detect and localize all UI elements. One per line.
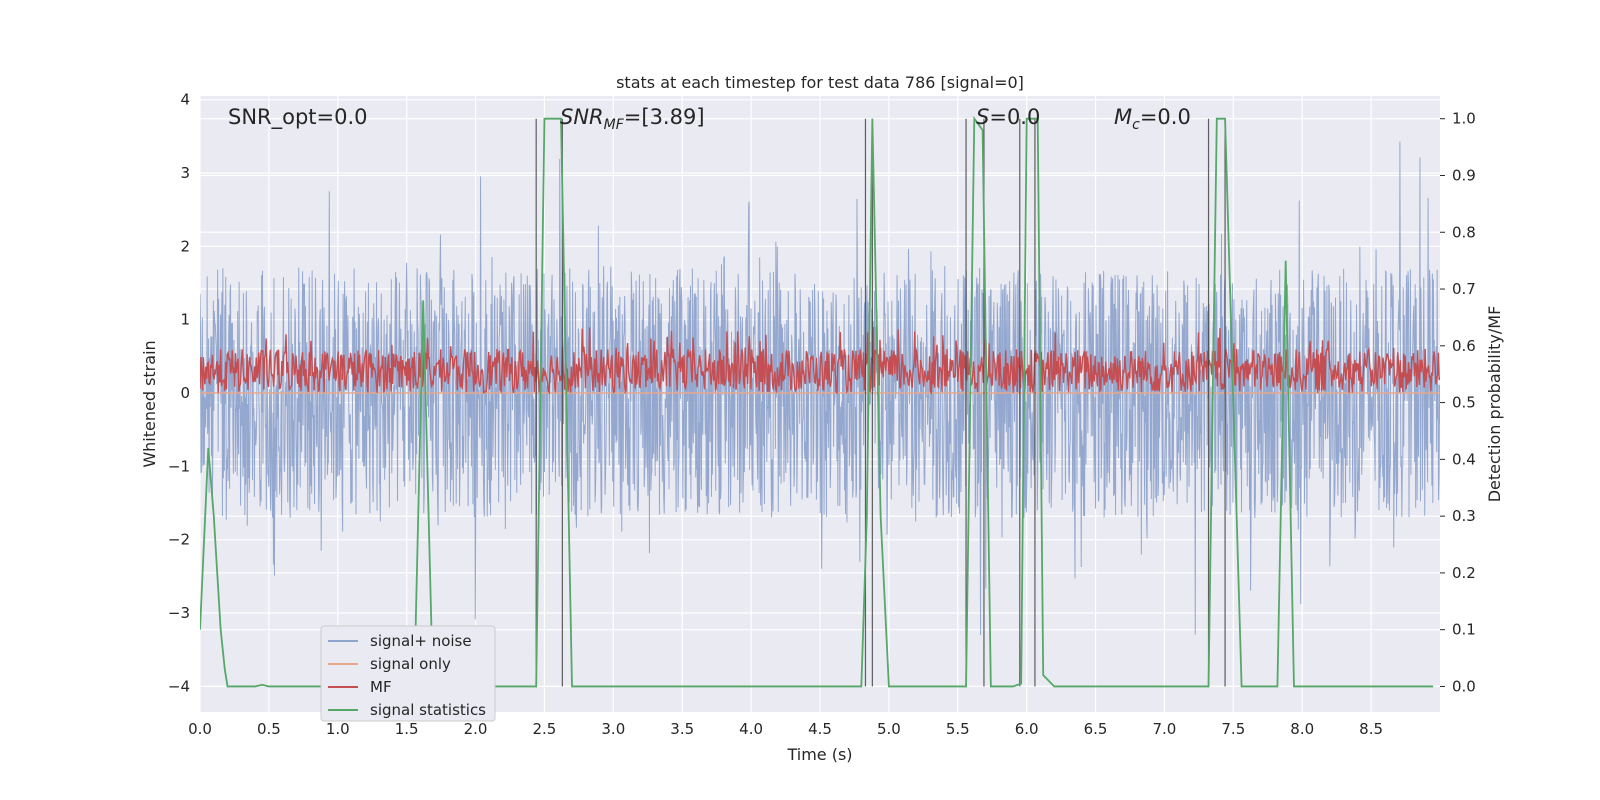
annotation-snr-mf-base: SNR: [560, 105, 604, 129]
right-tick-label: 0.3: [1452, 507, 1476, 525]
annotation-s: S=0.0: [976, 105, 1040, 129]
x-tick-label: 2.0: [464, 720, 488, 738]
x-axis-ticks: 0.0 0.5 1.0 1.5 2.0 2.5 3.0 3.5 4.0 4.5 5.0 5.5 6.0 6…: [188, 720, 1383, 738]
chart-title: stats at each timestep for test data 786…: [616, 73, 1024, 92]
annotation-mc-base: M: [1114, 105, 1132, 129]
annotation-snr-mf: SNRMF=[3.89]: [560, 105, 705, 133]
right-tick-label: 0.2: [1452, 564, 1476, 582]
x-tick-label: 0.0: [188, 720, 212, 738]
annotation-s-value: =0.0: [989, 105, 1040, 129]
right-tick-label: 0.6: [1452, 337, 1476, 355]
legend-label: MF: [370, 678, 392, 696]
x-tick-label: 1.5: [395, 720, 419, 738]
right-tick-label: 0.9: [1452, 166, 1476, 184]
x-tick-label: 4.5: [808, 720, 832, 738]
x-tick-label: 3.0: [601, 720, 625, 738]
y-axis-label: Whitened strain: [140, 340, 159, 467]
right-tick-label: 0.5: [1452, 394, 1476, 412]
y-tick-label: −4: [168, 677, 190, 695]
legend: signal+ noise signal only MF signal statist…: [320, 625, 496, 722]
y-tick-label: 0: [180, 384, 190, 402]
right-tick-label: 0.4: [1452, 450, 1476, 468]
y-tick-label: 2: [180, 237, 190, 255]
x-tick-label: 5.0: [877, 720, 901, 738]
annotation-mc-value: =0.0: [1140, 105, 1191, 129]
right-axis-label: Detection probability/MF: [1485, 306, 1504, 503]
y-tick-label: −3: [168, 604, 190, 622]
x-tick-label: 7.0: [1153, 720, 1177, 738]
y-tick-label: −1: [168, 457, 190, 475]
annotation-mc: Mc=0.0: [1114, 105, 1191, 133]
legend-label: signal only: [370, 655, 451, 673]
y-tick-label: 4: [180, 91, 190, 109]
right-tick-label: 0.7: [1452, 280, 1476, 298]
x-tick-label: 1.0: [326, 720, 350, 738]
x-tick-label: 6.0: [1015, 720, 1039, 738]
legend-label: signal statistics: [370, 701, 486, 719]
x-tick-label: 4.0: [739, 720, 763, 738]
right-axis-ticks: 0.0 0.1 0.2 0.3 0.4 0.5 0.6 0.7 0.8 0.9 1.0: [1440, 110, 1476, 695]
x-tick-label: 5.5: [946, 720, 970, 738]
right-tick-label: 0.0: [1452, 677, 1476, 695]
y-axis-ticks: −4 −3 −2 −1 0 1 2 3 4: [168, 91, 190, 696]
legend-label: signal+ noise: [370, 632, 472, 650]
series-mf: [200, 327, 1440, 396]
annotation-mc-sub: c: [1132, 117, 1140, 133]
y-tick-label: 1: [180, 311, 190, 329]
x-tick-label: 8.0: [1290, 720, 1314, 738]
annotation-snr-mf-value: =[3.89]: [624, 105, 705, 129]
right-tick-label: 0.8: [1452, 223, 1476, 241]
x-tick-label: 8.5: [1359, 720, 1383, 738]
x-tick-label: 2.5: [533, 720, 557, 738]
right-tick-label: 0.1: [1452, 621, 1476, 639]
x-tick-label: 6.5: [1084, 720, 1108, 738]
x-tick-label: 7.5: [1221, 720, 1245, 738]
series-signal-statistics: [200, 116, 1434, 688]
y-tick-label: −2: [168, 531, 190, 549]
y-tick-label: 3: [180, 164, 190, 182]
annotation-snr-opt: SNR_opt=0.0: [228, 105, 368, 130]
x-tick-label: 0.5: [257, 720, 281, 738]
legend-box: [320, 625, 496, 722]
x-axis-label: Time (s): [786, 745, 852, 764]
right-tick-label: 1.0: [1452, 110, 1476, 128]
annotation-s-base: S: [976, 105, 989, 129]
x-tick-label: 3.5: [670, 720, 694, 738]
annotation-snr-mf-sub: MF: [604, 117, 625, 133]
